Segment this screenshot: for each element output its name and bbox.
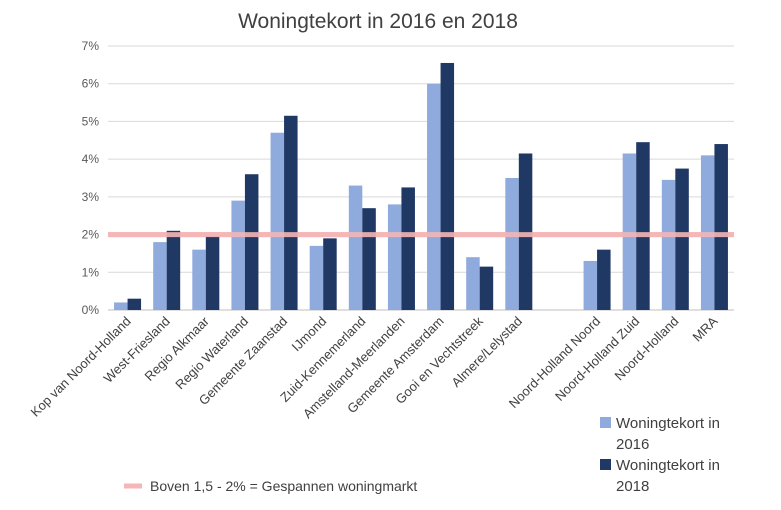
chart-title: Woningtekort in 2016 en 2018 xyxy=(238,10,518,33)
bar-2018 xyxy=(401,187,415,310)
bars xyxy=(108,62,734,311)
bar-2016 xyxy=(427,83,441,310)
y-tick-label: 7% xyxy=(82,39,100,53)
bar-2018 xyxy=(205,236,220,310)
y-tick-label: 2% xyxy=(82,228,100,242)
bar-2018 xyxy=(323,238,337,310)
y-tick-label: 4% xyxy=(82,152,100,166)
legend-swatch xyxy=(600,417,611,428)
bar-2018 xyxy=(636,142,650,310)
x-axis-labels: Kop van Noord-HollandWest-FrieslandRegio… xyxy=(28,313,721,421)
bar-2016 xyxy=(622,153,637,310)
y-tick-label: 5% xyxy=(82,114,100,128)
bar-2018 xyxy=(166,230,181,310)
bar-2018 xyxy=(244,174,259,310)
legend-label: 2018 xyxy=(616,478,649,495)
y-tick-label: 0% xyxy=(82,303,100,317)
y-tick-label: 3% xyxy=(82,190,100,204)
bar-2016 xyxy=(309,245,324,310)
bar-2016 xyxy=(114,302,128,310)
y-axis-ticks: 0% 1% 2% 3% 4% 5% 6% 7% xyxy=(82,39,100,317)
bar-2018 xyxy=(714,144,728,310)
legend-label: Woningtekort in xyxy=(616,415,720,432)
x-category-label: Almere/Lelystad xyxy=(448,314,525,391)
bar-2018 xyxy=(597,249,611,310)
bar-2016 xyxy=(661,179,676,310)
x-category-label: MRA xyxy=(690,313,721,344)
bar-2018 xyxy=(440,62,455,310)
legend-reference-label: Boven 1,5 - 2% = Gespannen woningmarkt xyxy=(150,478,417,494)
bar-2016 xyxy=(466,257,480,310)
bar-2018 xyxy=(362,208,376,310)
bar-2018 xyxy=(284,115,298,311)
bar-2016 xyxy=(583,260,598,310)
y-tick-label: 1% xyxy=(82,265,100,279)
bar-2016 xyxy=(153,242,167,310)
bar-2016 xyxy=(270,132,285,310)
legend-label: Woningtekort in xyxy=(616,457,720,474)
y-tick-label: 6% xyxy=(82,77,100,91)
bar-2018 xyxy=(127,298,142,310)
bar-2016 xyxy=(505,178,519,310)
bar-2016 xyxy=(348,185,363,310)
bar-2016 xyxy=(387,204,402,310)
legend-label: 2016 xyxy=(616,436,649,453)
bar-2018 xyxy=(518,153,533,310)
bar-2016 xyxy=(231,200,245,310)
legend-swatch xyxy=(600,459,611,470)
bar-2018 xyxy=(479,266,494,310)
bar-2016 xyxy=(192,249,206,310)
bar-2018 xyxy=(675,168,689,310)
legend: Woningtekort in 2016 Woningtekort in 2018 Bo… xyxy=(124,415,720,495)
